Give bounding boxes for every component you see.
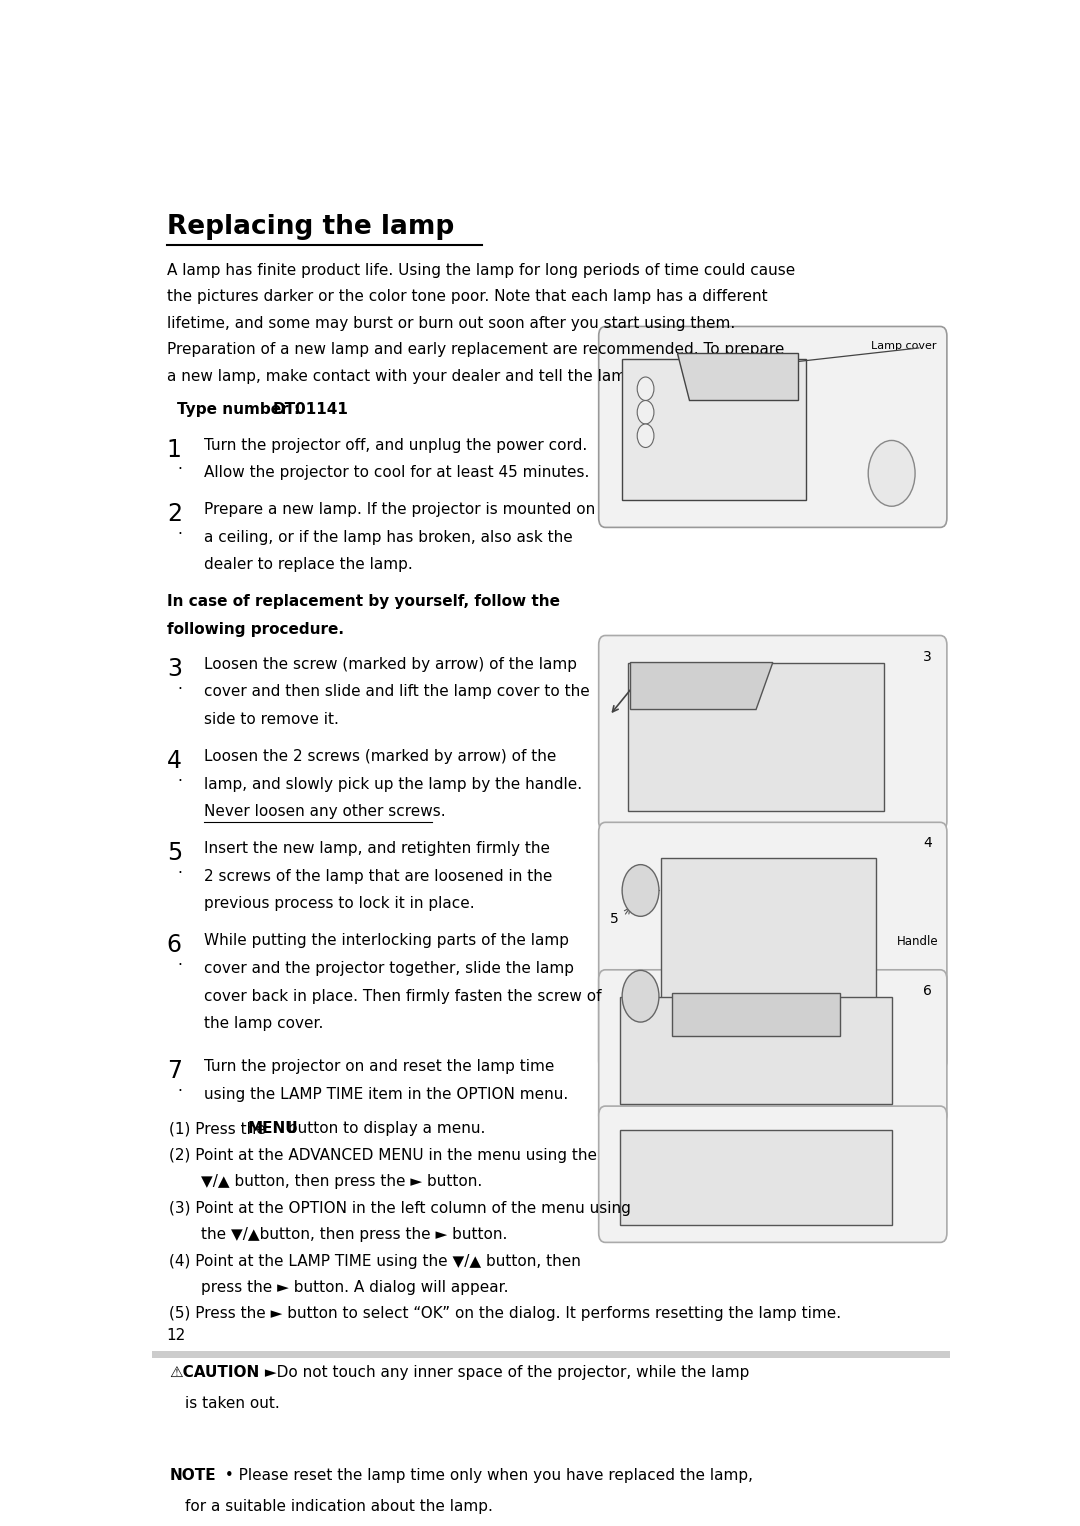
Text: MENU: MENU (247, 1122, 298, 1137)
Text: .: . (178, 954, 183, 969)
Text: lamp, and slowly pick up the lamp by the handle.: lamp, and slowly pick up the lamp by the… (204, 777, 582, 792)
Text: Loosen the 2 screws (marked by arrow) of the: Loosen the 2 screws (marked by arrow) of… (204, 749, 556, 765)
Text: (5) Press the ► button to select “OK” on the dialog. It performs resetting the l: (5) Press the ► button to select “OK” on… (170, 1306, 841, 1322)
Text: 2 screws of the lamp that are loosened in the: 2 screws of the lamp that are loosened i… (204, 868, 552, 884)
Text: Turn the projector on and reset the lamp time: Turn the projector on and reset the lamp… (204, 1059, 554, 1074)
Text: Lamp cover: Lamp cover (870, 340, 936, 351)
Text: Handle: Handle (896, 934, 939, 948)
Circle shape (622, 865, 659, 916)
Circle shape (637, 424, 654, 447)
Circle shape (868, 441, 915, 507)
FancyBboxPatch shape (146, 1445, 956, 1526)
Text: button to display a menu.: button to display a menu. (283, 1122, 486, 1137)
Text: the pictures darker or the color tone poor. Note that each lamp has a different: the pictures darker or the color tone po… (166, 290, 768, 305)
Polygon shape (622, 359, 807, 501)
Text: .: . (178, 676, 183, 691)
Text: DT01141: DT01141 (272, 403, 348, 417)
Text: the lamp cover.: the lamp cover. (204, 1016, 323, 1032)
Text: • Please reset the lamp time only when you have replaced the lamp,: • Please reset the lamp time only when y… (219, 1468, 753, 1483)
Text: Type number :: Type number : (177, 403, 306, 417)
Text: .: . (178, 861, 183, 876)
Text: for a suitable indication about the lamp.: for a suitable indication about the lamp… (186, 1499, 494, 1514)
FancyBboxPatch shape (598, 823, 947, 1070)
Text: .: . (178, 769, 183, 784)
FancyBboxPatch shape (151, 1351, 950, 1442)
Text: using the LAMP TIME item in the OPTION menu.: using the LAMP TIME item in the OPTION m… (204, 1087, 568, 1102)
Circle shape (637, 400, 654, 424)
Text: (4) Point at the LAMP TIME using the ▼/▲ button, then: (4) Point at the LAMP TIME using the ▼/▲… (170, 1253, 581, 1268)
Text: 7: 7 (166, 1059, 181, 1083)
Circle shape (637, 377, 654, 400)
FancyBboxPatch shape (598, 971, 947, 1123)
Text: (3) Point at the OPTION in the left column of the menu using: (3) Point at the OPTION in the left colu… (170, 1201, 631, 1216)
Text: previous process to lock it in place.: previous process to lock it in place. (204, 896, 474, 911)
Text: following procedure.: following procedure. (166, 623, 343, 636)
Text: ►Do not touch any inner space of the projector, while the lamp: ►Do not touch any inner space of the pro… (259, 1364, 750, 1380)
FancyBboxPatch shape (598, 327, 947, 528)
Text: cover and the projector together, slide the lamp: cover and the projector together, slide … (204, 961, 573, 977)
Text: .: . (178, 522, 183, 537)
Text: Preparation of a new lamp and early replacement are recommended. To prepare: Preparation of a new lamp and early repl… (166, 342, 784, 357)
Text: (2) Point at the ADVANCED MENU in the menu using the: (2) Point at the ADVANCED MENU in the me… (170, 1148, 597, 1163)
Text: In case of replacement by yourself, follow the: In case of replacement by yourself, foll… (166, 594, 559, 609)
Text: A lamp has finite product life. Using the lamp for long periods of time could ca: A lamp has finite product life. Using th… (166, 262, 795, 278)
Text: press the ► button. A dialog will appear.: press the ► button. A dialog will appear… (201, 1280, 509, 1296)
Text: NOTE: NOTE (170, 1468, 216, 1483)
Polygon shape (673, 993, 840, 1036)
Text: the ▼/▲button, then press the ► button.: the ▼/▲button, then press the ► button. (201, 1227, 508, 1242)
Circle shape (622, 971, 659, 1022)
Text: dealer to replace the lamp.: dealer to replace the lamp. (204, 557, 413, 572)
Text: 5: 5 (609, 911, 619, 926)
Text: Prepare a new lamp. If the projector is mounted on: Prepare a new lamp. If the projector is … (204, 502, 595, 517)
Text: a new lamp, make contact with your dealer and tell the lamp type number.: a new lamp, make contact with your deale… (166, 369, 743, 383)
Text: Insert the new lamp, and retighten firmly the: Insert the new lamp, and retighten firml… (204, 841, 550, 856)
FancyBboxPatch shape (620, 1129, 892, 1225)
FancyBboxPatch shape (661, 858, 876, 1047)
Text: While putting the interlocking parts of the lamp: While putting the interlocking parts of … (204, 934, 569, 948)
Text: is taken out.: is taken out. (186, 1396, 280, 1410)
Text: 4: 4 (923, 836, 932, 850)
Text: 6: 6 (166, 934, 181, 957)
Text: ⇨⊕: ⇨⊕ (882, 465, 901, 476)
Text: 1: 1 (166, 438, 181, 461)
Polygon shape (631, 662, 773, 710)
Text: 5: 5 (166, 841, 183, 865)
Text: 4: 4 (166, 749, 181, 772)
Text: Turn the projector off, and unplug the power cord.: Turn the projector off, and unplug the p… (204, 438, 586, 453)
Text: a ceiling, or if the lamp has broken, also ask the: a ceiling, or if the lamp has broken, al… (204, 530, 572, 545)
Text: 2: 2 (166, 502, 181, 526)
Text: 3: 3 (923, 650, 932, 664)
Text: Never loosen any other screws.: Never loosen any other screws. (204, 804, 445, 819)
Text: ⚠CAUTION: ⚠CAUTION (170, 1364, 259, 1380)
FancyBboxPatch shape (620, 996, 892, 1103)
Text: cover back in place. Then firmly fasten the screw of: cover back in place. Then firmly fasten … (204, 989, 602, 1004)
Text: Loosen the screw (marked by arrow) of the lamp: Loosen the screw (marked by arrow) of th… (204, 656, 577, 671)
Text: ▼/▲ button, then press the ► button.: ▼/▲ button, then press the ► button. (201, 1173, 483, 1189)
Text: 12: 12 (166, 1328, 186, 1343)
Text: .: . (178, 458, 183, 473)
FancyBboxPatch shape (598, 1106, 947, 1242)
Text: .: . (178, 1079, 183, 1094)
FancyBboxPatch shape (598, 635, 947, 830)
Polygon shape (676, 354, 798, 400)
Text: Replacing the lamp: Replacing the lamp (166, 214, 454, 240)
Text: Allow the projector to cool for at least 45 minutes.: Allow the projector to cool for at least… (204, 465, 589, 481)
Text: cover and then slide and lift the lamp cover to the: cover and then slide and lift the lamp c… (204, 684, 590, 699)
Text: lifetime, and some may burst or burn out soon after you start using them.: lifetime, and some may burst or burn out… (166, 316, 735, 331)
FancyBboxPatch shape (627, 662, 885, 810)
Text: 6: 6 (923, 984, 932, 998)
Text: 3: 3 (166, 656, 181, 681)
Text: side to remove it.: side to remove it. (204, 711, 338, 726)
Text: (1) Press the: (1) Press the (170, 1122, 271, 1137)
